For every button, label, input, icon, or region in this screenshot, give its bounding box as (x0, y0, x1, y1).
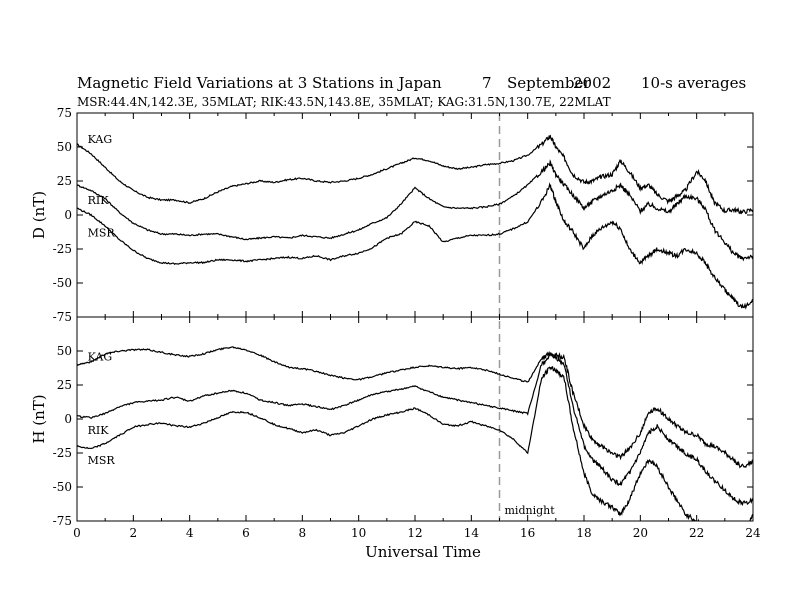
y-tick-label: 0 (64, 208, 72, 222)
series-line-h-kag (77, 346, 753, 469)
station-label-d-kag: KAG (88, 133, 113, 146)
series-line-h-msr (77, 366, 753, 521)
date-month: September (507, 74, 591, 92)
y-tick-label: -50 (53, 480, 72, 494)
d-axis-label: D (nT) (30, 191, 48, 239)
station-label-h-msr: MSR (88, 454, 116, 467)
x-tick-label: 16 (520, 526, 535, 540)
h-series-group (77, 346, 753, 521)
x-axis-label: Universal Time (365, 543, 481, 561)
chart-title: Magnetic Field Variations at 3 Stations … (77, 74, 442, 92)
stations-info: MSR:44.4N,142.3E, 35MLAT; RIK:43.5N,143.… (77, 95, 611, 109)
x-tick-label: 24 (745, 526, 761, 540)
h-panel-frame (76, 316, 754, 522)
y-tick-label: 25 (57, 378, 72, 392)
y-tick-label: -25 (53, 242, 72, 256)
station-labels: KAG RIK MSR KAG RIK MSR (88, 133, 116, 467)
station-label-d-rik: RIK (88, 194, 110, 207)
x-tick-label: 10 (351, 526, 366, 540)
midnight-label: midnight (505, 504, 556, 517)
x-tick-label: 18 (576, 526, 591, 540)
y-tick-label: -75 (53, 514, 72, 528)
averaging-note: 10-s averages (641, 74, 746, 92)
series-line-d-rik (77, 159, 753, 262)
station-label-d-msr: MSR (88, 227, 116, 240)
station-label-h-rik: RIK (88, 424, 110, 437)
x-tick-label: 8 (299, 526, 307, 540)
y-tick-label: 50 (57, 344, 72, 358)
y-tick-label: -50 (53, 276, 72, 290)
x-tick-label: 20 (633, 526, 648, 540)
y-tick-label: -75 (53, 310, 72, 324)
d-series-group (77, 134, 753, 310)
x-tick-label: 6 (242, 526, 250, 540)
x-tick-label: 0 (73, 526, 81, 540)
y-tick-label: 50 (57, 140, 72, 154)
x-tick-label: 4 (186, 526, 194, 540)
y-tick-label: -25 (53, 446, 72, 460)
date-day: 7 (482, 74, 492, 92)
series-line-d-kag (77, 134, 753, 215)
x-tick-label: 12 (407, 526, 422, 540)
station-label-h-kag: KAG (88, 350, 113, 363)
y-tick-label: 25 (57, 174, 72, 188)
x-tick-label: 2 (130, 526, 138, 540)
y-tick-label: 0 (64, 412, 72, 426)
y-tick-label: 75 (57, 106, 72, 120)
x-tick-label: 14 (464, 526, 480, 540)
date-year: 2002 (573, 74, 611, 92)
series-line-d-msr (77, 182, 753, 310)
h-axis-label: H (nT) (30, 394, 48, 443)
x-tick-label: 22 (689, 526, 704, 540)
d-panel-frame (76, 112, 754, 318)
series-line-h-rik (77, 351, 753, 507)
